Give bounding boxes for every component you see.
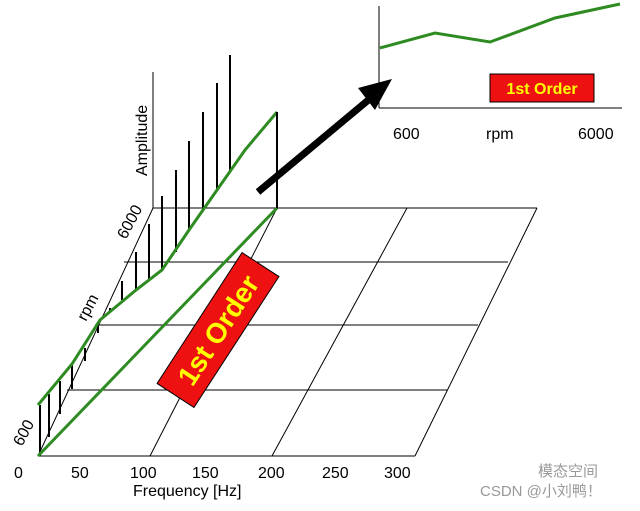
watermark-line1: 模态空间 [538,463,598,480]
x-tick-label: 250 [322,465,349,482]
watermark: 模态空间 CSDN @小刘鸭！ [480,463,602,500]
ribbon-hatch [39,55,231,456]
y-tick-label-6000: 6000 [115,202,147,241]
x-tick-label: 100 [130,465,157,482]
watermark-line2: CSDN @小刘鸭！ [480,483,602,500]
order-badge-label: 1st Order [172,270,266,391]
x-tick-label: 300 [384,465,411,482]
inset-x-tick-label: 6000 [578,126,614,143]
ribbon-bottom-edge [36,206,279,458]
floor-grid [37,72,538,457]
inset-badge [489,73,595,103]
y-tick-label-600: 600 [11,417,39,449]
x-tick-labels: 0 50 100 150 200 250 300 [14,465,411,482]
inset-badge-label: 1st Order [506,81,577,98]
inset-order-trace [379,2,621,50]
order-badge [156,251,280,409]
y-axis-title: rpm [75,292,103,324]
inset-x-tick-label: 600 [393,126,420,143]
x-tick-label: 0 [14,465,23,482]
x-tick-label: 200 [258,465,285,482]
x-axis-title: Frequency [Hz] [133,483,241,500]
ribbon-top-edge [36,111,279,406]
x-tick-label: 150 [192,465,219,482]
x-tick-label: 50 [71,465,89,482]
order-ribbon [39,55,231,456]
z-axis-title: Amplitude [134,105,151,176]
inset-x-axis-title: rpm [486,126,514,143]
